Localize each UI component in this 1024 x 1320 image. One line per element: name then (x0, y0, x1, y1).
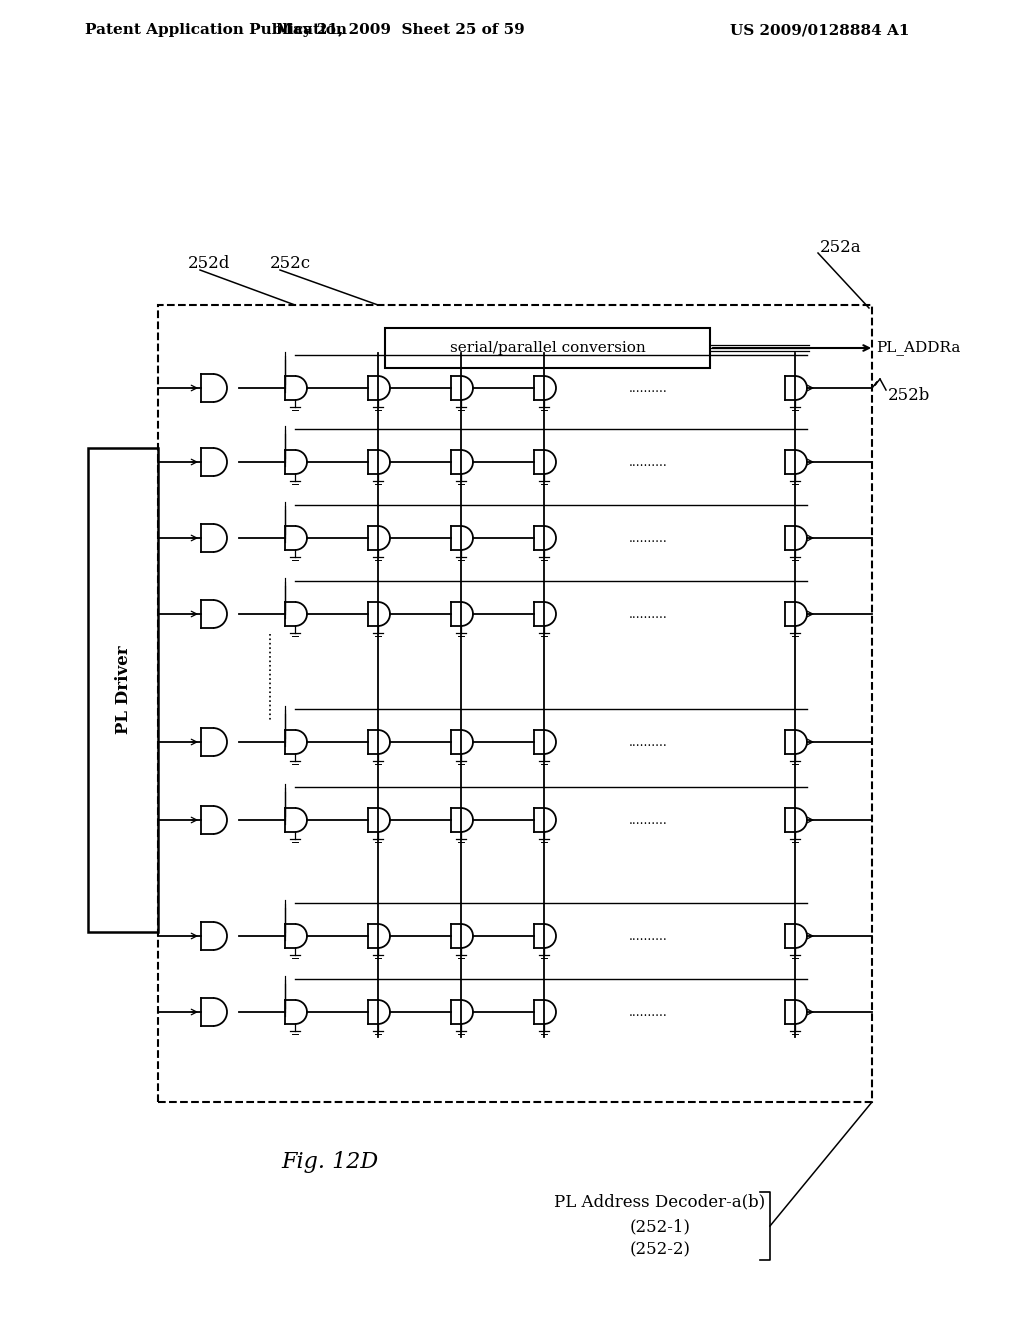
Text: 252b: 252b (888, 387, 931, 404)
Text: ..........: .......... (629, 1006, 668, 1019)
Text: ..........: .......... (629, 607, 668, 620)
Text: ..........: .......... (629, 532, 668, 544)
Text: Patent Application Publication: Patent Application Publication (85, 22, 347, 37)
Text: May 21, 2009  Sheet 25 of 59: May 21, 2009 Sheet 25 of 59 (275, 22, 524, 37)
Text: ..........: .......... (629, 813, 668, 826)
Text: Fig. 12D: Fig. 12D (282, 1151, 379, 1173)
Text: PL Address Decoder-a(b): PL Address Decoder-a(b) (554, 1193, 766, 1210)
Text: PL Driver: PL Driver (115, 645, 131, 734)
Bar (385, 327, 710, 368)
Text: 252a: 252a (820, 239, 861, 256)
Text: ..........: .......... (629, 735, 668, 748)
Text: ..........: .......... (629, 455, 668, 469)
Text: PL_ADDRa: PL_ADDRa (876, 341, 961, 355)
Text: (252-1): (252-1) (630, 1218, 690, 1236)
Text: (252-2): (252-2) (630, 1242, 690, 1258)
Text: 252d: 252d (188, 255, 230, 272)
Text: ..........: .......... (629, 929, 668, 942)
Text: 252c: 252c (270, 255, 311, 272)
Text: ..........: .......... (629, 381, 668, 395)
Text: serial/parallel conversion: serial/parallel conversion (450, 341, 645, 355)
Text: US 2009/0128884 A1: US 2009/0128884 A1 (730, 22, 909, 37)
